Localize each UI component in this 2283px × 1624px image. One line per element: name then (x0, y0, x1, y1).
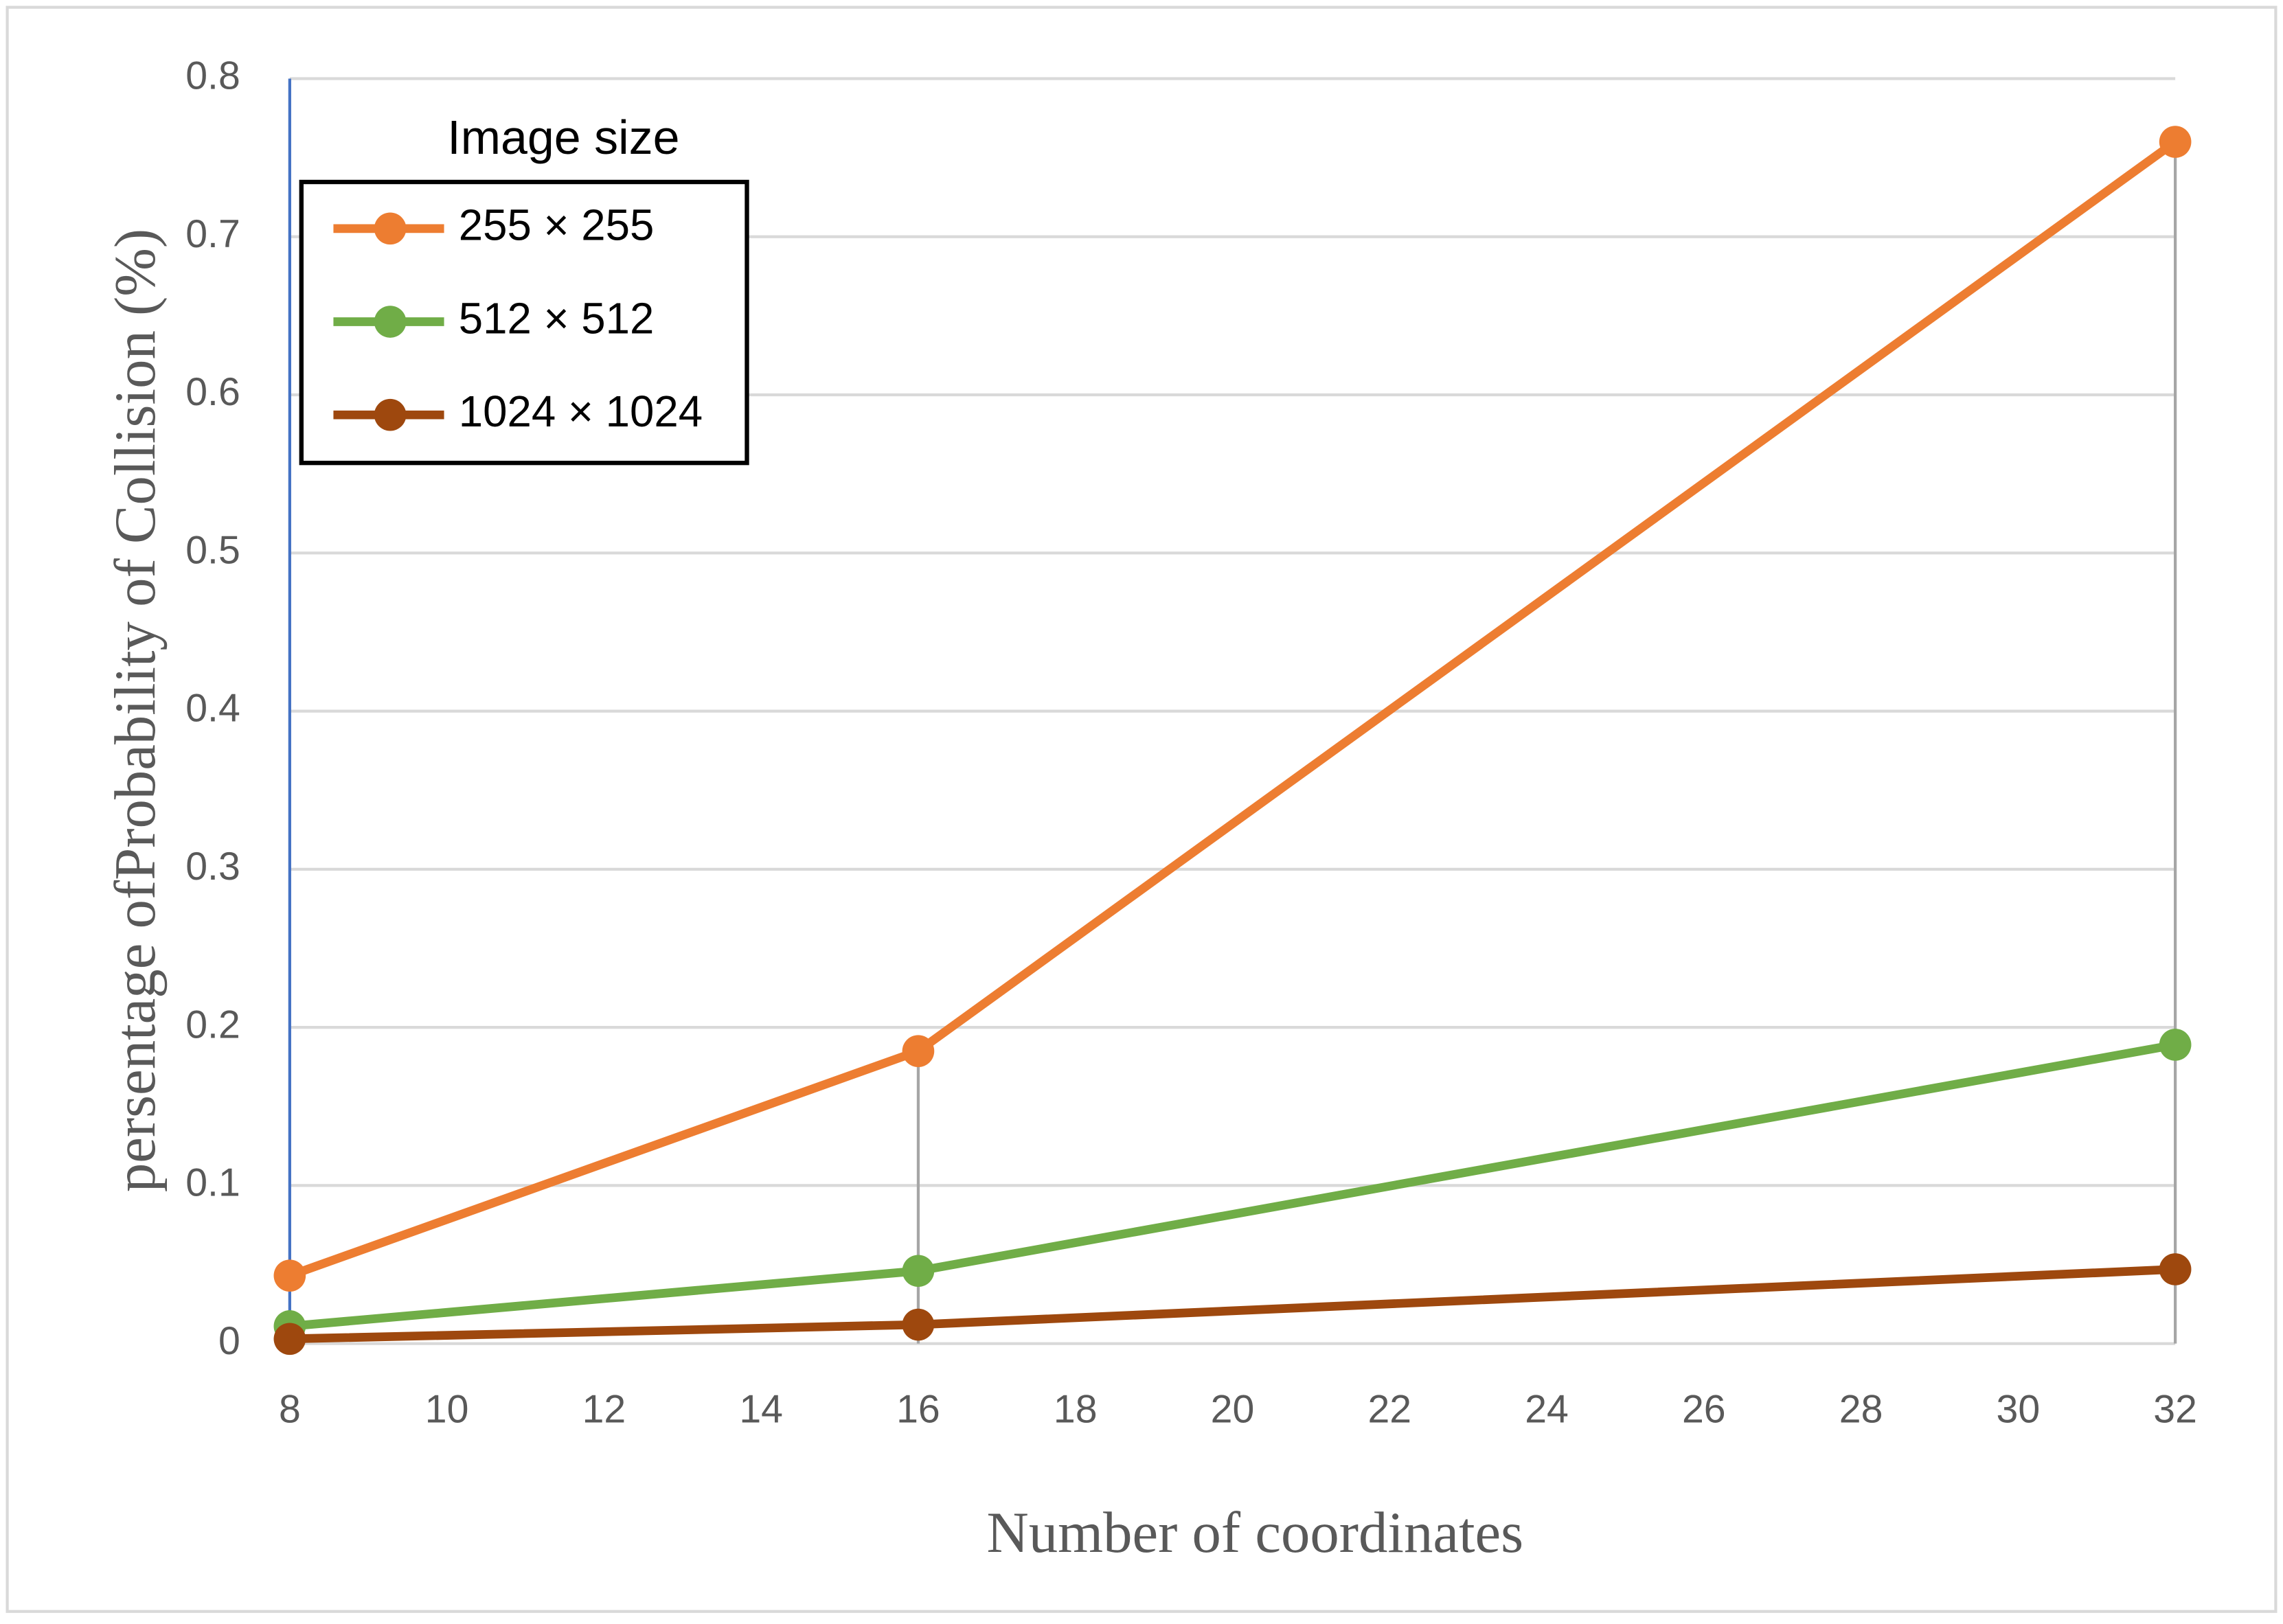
plot-area: 0 0.1 0.2 0.3 0.4 0.5 0.6 0.7 0.8 8 10 12 14 16 18 20 22… (185, 54, 2197, 1432)
legend-title: Image size (447, 111, 679, 164)
point (902, 1255, 935, 1288)
point (902, 1035, 935, 1067)
x-tick-label: 12 (582, 1387, 626, 1431)
x-tick-label: 8 (279, 1387, 301, 1431)
y-tick-label: 0.3 (185, 845, 240, 889)
point (902, 1308, 935, 1341)
x-tick-label: 16 (896, 1387, 940, 1431)
point (273, 1259, 306, 1292)
x-axis-title: Number of coordinates (987, 1500, 1524, 1565)
y-tick-label: 0.4 (185, 687, 240, 731)
y-tick-label: 0.5 (185, 528, 240, 572)
legend: 255 × 255 512 × 512 1024 × 1024 (333, 201, 703, 436)
point (2159, 1253, 2192, 1285)
y-tick-label: 0.1 (185, 1161, 240, 1205)
legend-label: 255 × 255 (459, 201, 655, 250)
legend-marker (374, 306, 407, 338)
x-tick-label: 18 (1054, 1387, 1098, 1431)
legend-label: 1024 × 1024 (459, 387, 703, 436)
x-tick-label: 32 (2153, 1387, 2197, 1431)
point (2159, 126, 2192, 158)
x-tick-label: 20 (1211, 1387, 1255, 1431)
x-tick-label: 10 (425, 1387, 469, 1431)
legend-marker (374, 398, 407, 431)
y-axis-title: persentage ofProbability of Collision (%… (103, 229, 168, 1192)
x-tick-label: 28 (1839, 1387, 1883, 1431)
y-tick-label: 0.6 (185, 370, 240, 414)
point (273, 1323, 306, 1356)
x-tick-label: 24 (1525, 1387, 1569, 1431)
x-tick-label: 30 (1997, 1387, 2041, 1431)
y-tick-label: 0 (218, 1319, 240, 1363)
legend-label: 512 × 512 (459, 294, 655, 343)
x-tick-label: 14 (739, 1387, 783, 1431)
point (2159, 1029, 2192, 1061)
y-tick-label: 0.8 (185, 54, 240, 98)
y-tick-label: 0.2 (185, 1003, 240, 1047)
x-tick-label: 26 (1682, 1387, 1726, 1431)
x-tick-label: 22 (1367, 1387, 1411, 1431)
legend-marker (374, 212, 407, 245)
y-tick-label: 0.7 (185, 212, 240, 256)
